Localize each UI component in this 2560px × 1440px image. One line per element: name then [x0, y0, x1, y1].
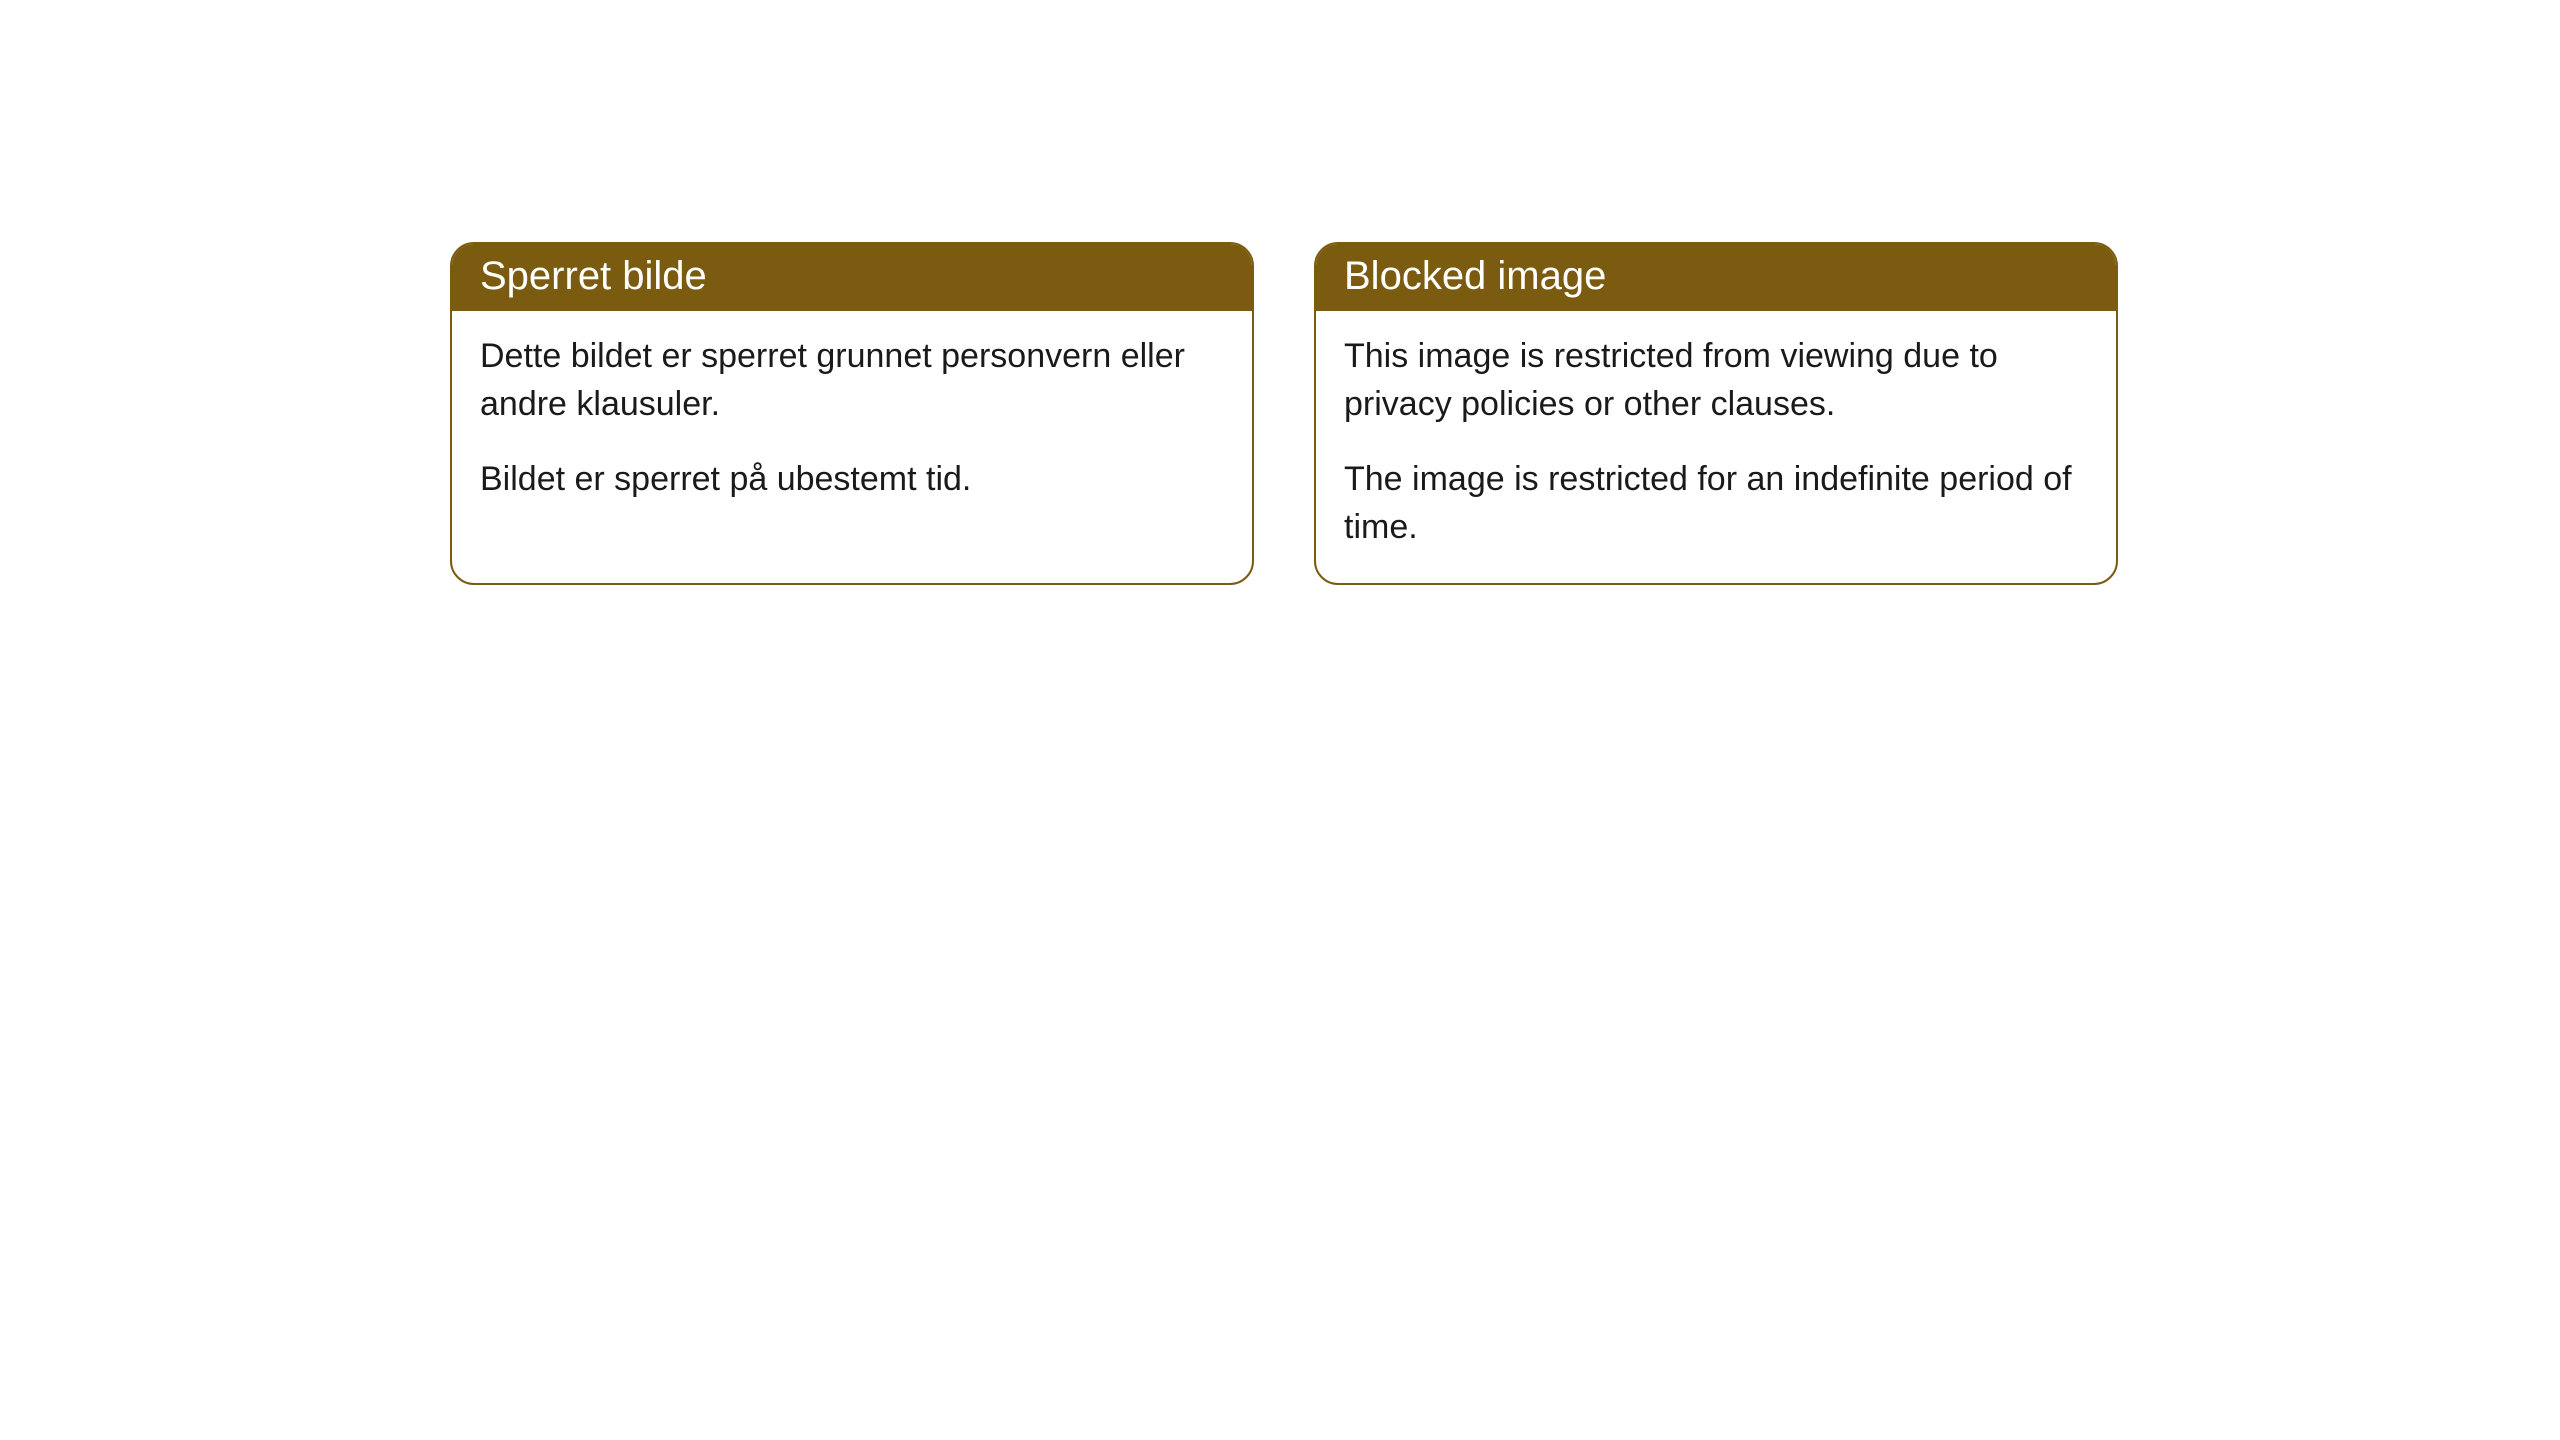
blocked-image-card-no: Sperret bilde Dette bildet er sperret gr…: [450, 242, 1254, 585]
card-header-en: Blocked image: [1316, 244, 2116, 311]
card-paragraph-1-no: Dette bildet er sperret grunnet personve…: [480, 333, 1224, 428]
card-body-en: This image is restricted from viewing du…: [1316, 311, 2116, 583]
card-header-no: Sperret bilde: [452, 244, 1252, 311]
blocked-image-card-en: Blocked image This image is restricted f…: [1314, 242, 2118, 585]
card-body-no: Dette bildet er sperret grunnet personve…: [452, 311, 1252, 536]
card-paragraph-2-en: The image is restricted for an indefinit…: [1344, 456, 2088, 551]
cards-container: Sperret bilde Dette bildet er sperret gr…: [0, 0, 2560, 585]
card-paragraph-1-en: This image is restricted from viewing du…: [1344, 333, 2088, 428]
card-paragraph-2-no: Bildet er sperret på ubestemt tid.: [480, 456, 1224, 504]
